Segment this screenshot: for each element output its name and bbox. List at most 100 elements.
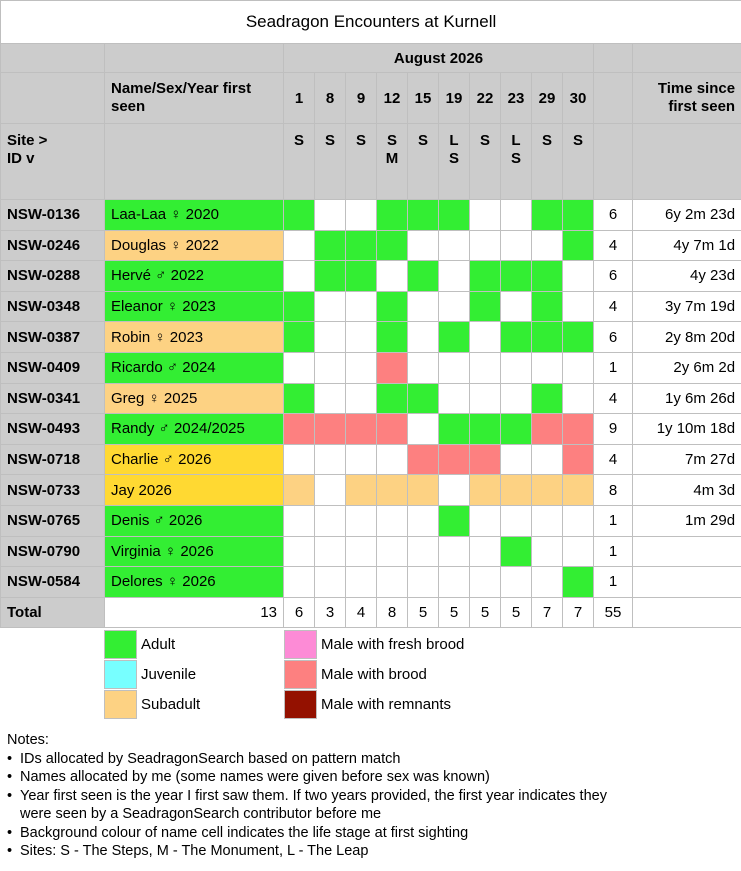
row-name: Virginia ♀ 2026 — [104, 535, 284, 568]
sighting-cell — [376, 474, 408, 506]
sighting-cell — [469, 199, 501, 231]
row-id: NSW-0246 — [0, 229, 105, 262]
notes-list: IDs allocated by SeadragonSearch based o… — [7, 750, 630, 861]
sighting-cell — [500, 321, 532, 353]
sighting-cell — [469, 413, 501, 445]
sighting-cell — [314, 413, 346, 445]
total-day: 3 — [314, 596, 346, 629]
sighting-cell — [314, 382, 346, 415]
table-row: NSW-0765 Denis ♂ 2026 1 1m 29d — [0, 504, 741, 537]
row-count: 1 — [593, 535, 633, 568]
table-row: NSW-0136 Laa-Laa ♀ 2020 6 6y 2m 23d — [0, 199, 741, 231]
site-header: S — [283, 123, 315, 200]
header-blank — [104, 43, 284, 73]
note-item: IDs allocated by SeadragonSearch based o… — [7, 750, 630, 769]
sighting-cell — [407, 321, 439, 353]
sighting-cell — [438, 321, 470, 353]
total-names: 13 — [104, 596, 284, 629]
sighting-cell — [500, 382, 532, 415]
sighting-cell — [314, 260, 346, 292]
sighting-cell — [531, 260, 563, 292]
sighting-cell — [469, 351, 501, 384]
sighting-cell — [438, 504, 470, 537]
site-header: S — [314, 123, 346, 200]
sighting-cell — [283, 382, 315, 415]
sighting-cell — [531, 229, 563, 262]
total-day: 5 — [407, 596, 439, 629]
row-name: Hervé ♂ 2022 — [104, 260, 284, 292]
sighting-cell — [500, 229, 532, 262]
site-header: S — [562, 123, 594, 200]
sighting-cell — [407, 504, 439, 537]
sighting-cell — [407, 535, 439, 568]
sighting-cell — [314, 443, 346, 476]
table-row: NSW-0288 Hervé ♂ 2022 6 4y 23d — [0, 260, 741, 292]
sighting-cell — [376, 443, 408, 476]
table-row: NSW-0584 Delores ♀ 2026 1 — [0, 566, 741, 598]
table-row: NSW-0387 Robin ♀ 2023 6 2y 8m 20d — [0, 321, 741, 353]
day-header: 23 — [500, 72, 532, 124]
row-name: Denis ♂ 2026 — [104, 504, 284, 537]
sighting-cell — [469, 474, 501, 506]
site-header: L S — [438, 123, 470, 200]
row-name: Eleanor ♀ 2023 — [104, 290, 284, 323]
legend-label: Juvenile — [141, 666, 197, 683]
row-time-since: 4m 3d — [631, 474, 741, 506]
sighting-cell — [345, 321, 377, 353]
table-row: NSW-0348 Eleanor ♀ 2023 4 3y 7m 19d — [0, 290, 741, 323]
sighting-cell — [531, 351, 563, 384]
sighting-cell — [438, 382, 470, 415]
table-title: Seadragon Encounters at Kurnell — [0, 0, 741, 44]
sighting-cell — [531, 199, 563, 231]
sighting-cell — [500, 413, 532, 445]
sighting-cell — [438, 413, 470, 445]
site-header: S M — [376, 123, 408, 200]
sighting-cell — [562, 566, 594, 598]
sighting-cell — [500, 351, 532, 384]
sighting-cell — [469, 321, 501, 353]
sighting-cell — [469, 290, 501, 323]
row-count: 4 — [593, 290, 633, 323]
sighting-cell — [283, 199, 315, 231]
header-line: Site > — [7, 132, 48, 149]
row-count: 6 — [593, 260, 633, 292]
row-id: NSW-0584 — [0, 566, 105, 598]
table-row: NSW-0790 Virginia ♀ 2026 1 — [0, 535, 741, 568]
row-name: Charlie ♂ 2026 — [104, 443, 284, 476]
sighting-cell — [531, 321, 563, 353]
sighting-cell — [345, 504, 377, 537]
sighting-cell — [562, 443, 594, 476]
sighting-cell — [562, 351, 594, 384]
sighting-cell — [469, 535, 501, 568]
sighting-cell — [438, 199, 470, 231]
sighting-cell — [345, 290, 377, 323]
table-row: NSW-0409 Ricardo ♂ 2024 1 2y 6m 2d — [0, 351, 741, 384]
sighting-cell — [407, 351, 439, 384]
row-time-since: 2y 6m 2d — [631, 351, 741, 384]
sighting-cell — [469, 260, 501, 292]
row-id: NSW-0409 — [0, 351, 105, 384]
sighting-cell — [531, 443, 563, 476]
total-day: 7 — [562, 596, 594, 629]
header-line: ID v — [7, 150, 35, 167]
row-count: 1 — [593, 566, 633, 598]
sighting-cell — [407, 229, 439, 262]
sighting-cell — [314, 474, 346, 506]
sighting-cell — [469, 504, 501, 537]
sighting-cell — [562, 474, 594, 506]
header-blank — [593, 43, 633, 73]
sighting-cell — [531, 535, 563, 568]
sighting-cell — [562, 260, 594, 292]
total-day: 7 — [531, 596, 563, 629]
sighting-cell — [562, 321, 594, 353]
row-time-since: 4y 7m 1d — [631, 229, 741, 262]
row-name: Jay 2026 — [104, 474, 284, 506]
sighting-cell — [314, 199, 346, 231]
sighting-cell — [562, 382, 594, 415]
sighting-cell — [469, 382, 501, 415]
sighting-cell — [283, 229, 315, 262]
sighting-cell — [283, 351, 315, 384]
sighting-cell — [283, 413, 315, 445]
sighting-cell — [345, 260, 377, 292]
sighting-cell — [345, 229, 377, 262]
